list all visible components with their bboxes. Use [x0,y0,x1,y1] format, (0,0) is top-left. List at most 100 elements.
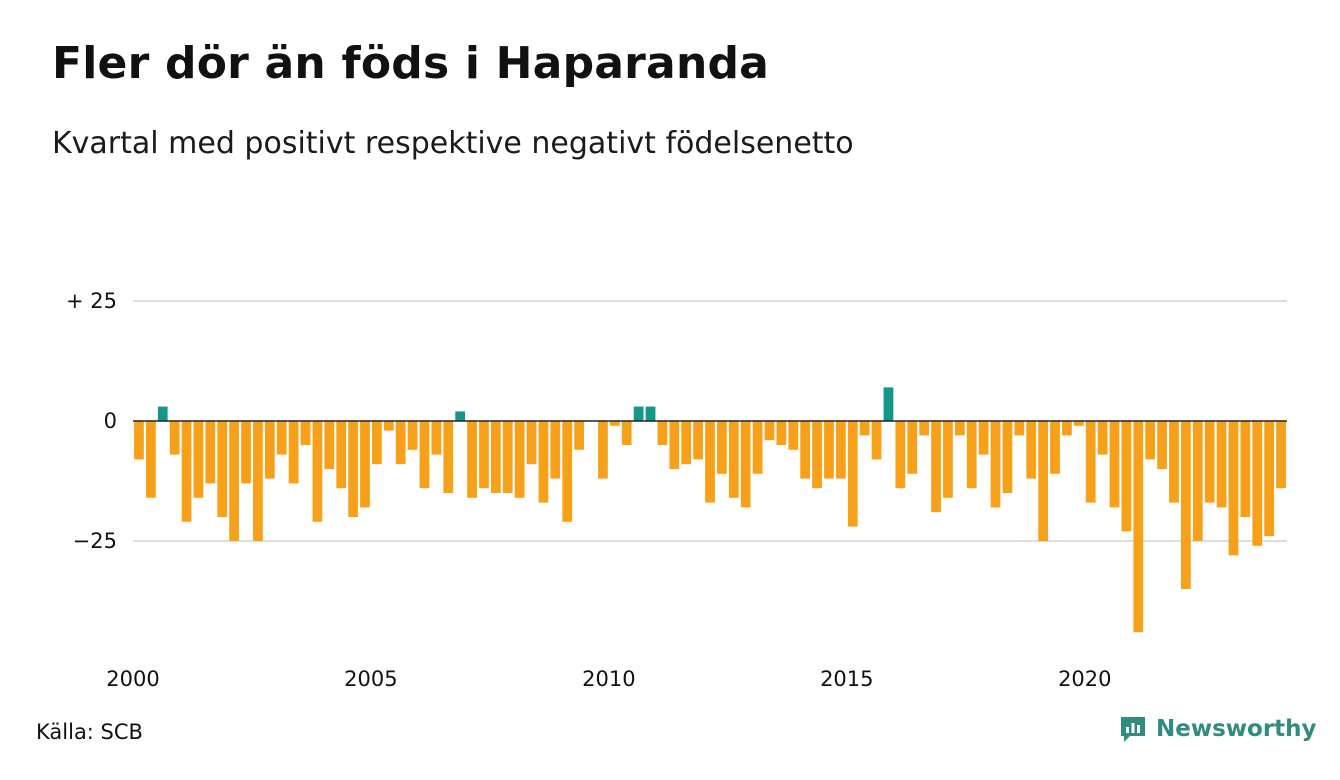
bar-negative [681,421,692,465]
bar-negative [1240,421,1251,517]
bar-negative [895,421,906,489]
bar-negative [1002,421,1013,493]
bar-negative [574,421,585,450]
bar-negative [348,421,358,517]
x-axis-labels: 2000 2005 2010 2015 2020 [106,667,1111,691]
bar-negative [1062,421,1072,436]
bar-negative [1038,421,1048,541]
bar-negative [1109,421,1120,508]
bar-negative [134,421,144,460]
bar-negative [824,421,834,479]
bar-negative [943,421,953,498]
bar-negative [1073,421,1084,426]
bar-chart: + 25 0 −25 2000 2005 2010 2015 2020 [66,289,1287,691]
bars [134,387,1286,633]
bar-negative [1014,421,1025,436]
bar-positive [645,406,656,421]
newsworthy-logo-icon [1121,717,1145,742]
bar-negative [1085,421,1096,503]
bar-negative [288,421,299,484]
bar-negative [372,421,382,465]
bar-negative [812,421,822,489]
bar-negative [312,421,323,522]
bar-negative [1097,421,1108,455]
bar-negative [835,421,846,479]
bar-negative [1216,421,1227,508]
bar-negative [1192,421,1203,541]
bar-negative [705,421,715,503]
bar-negative [276,421,287,455]
bar-negative [1252,421,1263,546]
bar-negative [324,421,335,469]
bar-negative [621,421,632,445]
bar-negative [1181,421,1191,589]
y-tick-label: −25 [73,529,117,553]
bar-negative [871,421,882,460]
bar-negative [407,421,418,450]
bar-negative [728,421,739,498]
bar-negative [467,421,477,498]
grid-lines [133,300,1287,542]
bar-negative [383,421,394,431]
bar-negative [669,421,680,469]
brand-name: Newsworthy [1156,716,1317,742]
bar-negative [1133,421,1144,633]
bar-negative [609,421,620,426]
bar-negative [788,421,799,450]
bar-positive [633,406,644,421]
bar-negative [598,421,608,479]
y-tick-label: + 25 [66,289,117,313]
bar-negative [1121,421,1132,532]
bar-negative [360,421,370,508]
x-tick-label: 2010 [582,667,635,691]
bar-negative [859,421,870,436]
bar-negative [562,421,573,522]
bar-negative [954,421,965,436]
bar-negative [752,421,763,474]
y-tick-label: 0 [104,409,117,433]
bar-negative [1204,421,1215,503]
bar-positive [455,411,466,421]
bar-negative [1157,421,1167,469]
bar-negative [479,421,489,489]
bar-negative [740,421,751,508]
bar-negative [526,421,537,465]
x-tick-label: 2000 [106,667,159,691]
bar-positive [883,387,894,421]
bar-negative [1026,421,1037,479]
bar-negative [193,421,204,498]
bar-negative [490,421,501,493]
bar-negative [657,421,668,445]
bar-negative [336,421,347,489]
bar-negative [181,421,192,522]
bar-negative [431,421,442,455]
bar-negative [919,421,930,436]
bar-negative [990,421,1001,508]
brand-logo[interactable]: Newsworthy [1118,714,1317,744]
chart-subtitle: Kvartal med positivt respektive negativt… [52,126,854,161]
chart-title: Fler dör än föds i Haparanda [52,38,770,89]
bar-negative [776,421,787,445]
bar-negative [241,421,251,484]
bar-negative [229,421,240,541]
bar-negative [800,421,811,479]
bar-negative [395,421,406,465]
bar-negative [419,421,430,489]
bar-positive [157,406,168,421]
bar-negative [1145,421,1156,460]
bar-negative [847,421,858,527]
bar-negative [443,421,454,493]
bar-negative [907,421,918,474]
bar-negative [538,421,549,503]
bar-negative [550,421,561,479]
bar-negative [205,421,216,484]
x-tick-label: 2020 [1058,667,1111,691]
bar-negative [502,421,513,493]
bar-negative [764,421,775,441]
source-note: Källa: SCB [36,720,143,744]
bar-negative [253,421,263,541]
bar-negative [217,421,228,517]
y-axis-labels: + 25 0 −25 [66,289,117,553]
bar-negative [300,421,311,445]
x-tick-label: 2005 [344,667,397,691]
